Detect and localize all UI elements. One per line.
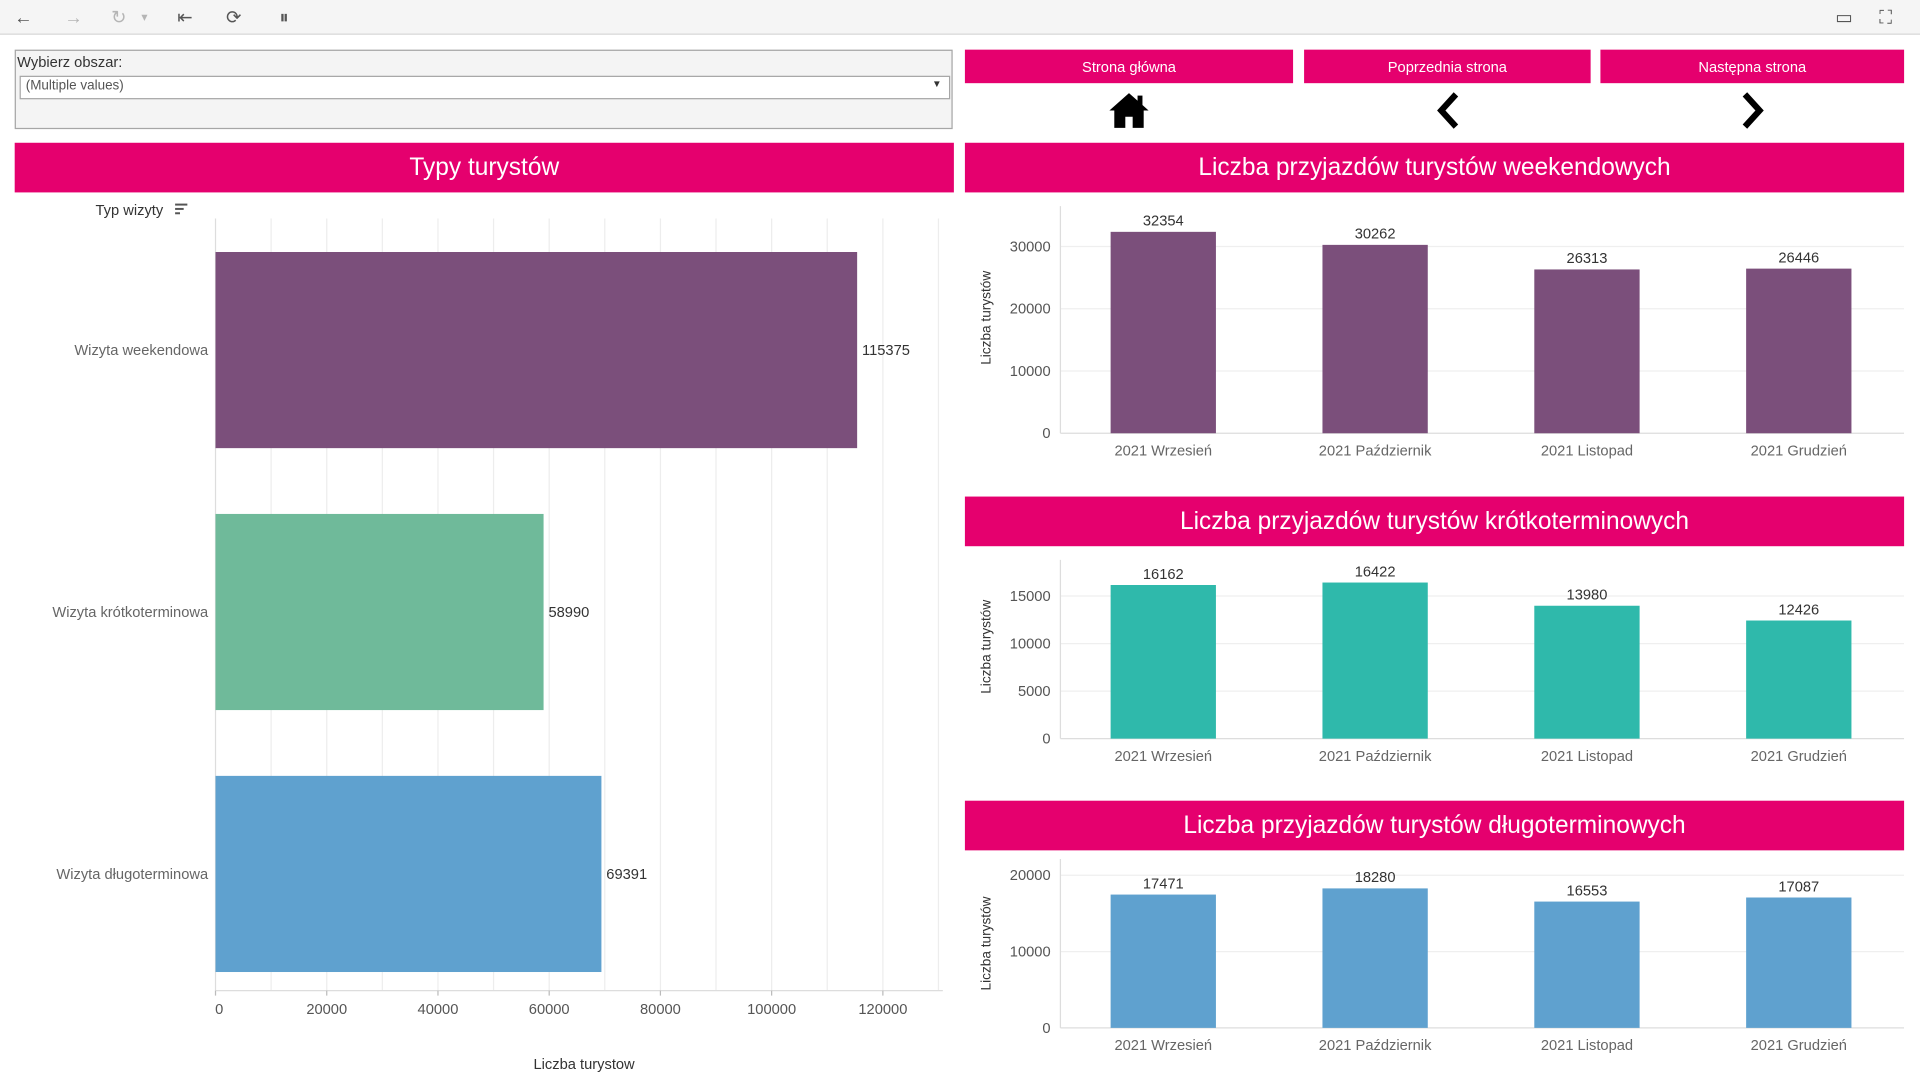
category-label: 2021 Październik	[1319, 749, 1432, 765]
bar-value-label: 17471	[1143, 876, 1184, 892]
redo-icon[interactable]: ↻	[111, 7, 127, 29]
y-tick-label: 0	[1042, 426, 1050, 442]
revert-icon[interactable]: ⇤	[177, 7, 193, 29]
bar[interactable]	[1746, 897, 1852, 1028]
bar-value-label: 16553	[1567, 883, 1608, 899]
bar[interactable]	[1322, 582, 1428, 739]
category-label: 2021 Październik	[1319, 444, 1432, 460]
bar[interactable]	[215, 513, 544, 711]
category-label: 2021 Grudzień	[1751, 1038, 1847, 1054]
bar-value-label: 30262	[1355, 227, 1396, 243]
y-tick-label: 10000	[1010, 636, 1051, 652]
bar[interactable]	[1746, 268, 1852, 434]
x-tick-label: 0	[215, 1002, 223, 1018]
category-label: 2021 Listopad	[1541, 1038, 1633, 1054]
forward-arrow-icon[interactable]: →	[64, 6, 83, 28]
y-tick-label: 0	[1042, 732, 1050, 748]
bar[interactable]	[1110, 585, 1216, 739]
weekend-arrivals-chart: Liczba turystów 0 10000 20000 30000 32354 202…	[979, 206, 1905, 460]
y-tick-label: 20000	[1010, 302, 1051, 318]
sort-icon[interactable]	[175, 203, 188, 215]
toolbar: ← → ↻ ▾ ⇤ ⟳ ⏸ ▭ ⛶	[0, 0, 1920, 35]
area-filter: Wybierz obszar: (Multiple values) ▼	[14, 49, 953, 130]
bar-value-label: 18280	[1355, 870, 1396, 886]
home-button[interactable]: Strona główna	[964, 49, 1294, 84]
category-label: 2021 Listopad	[1541, 444, 1633, 460]
comment-icon[interactable]: ▭	[1835, 7, 1853, 29]
y-tick-label: 15000	[1010, 589, 1051, 605]
bar[interactable]	[215, 252, 858, 449]
bar[interactable]	[1746, 620, 1852, 739]
x-tick-label: 120000	[858, 1002, 907, 1018]
bar[interactable]	[1534, 269, 1640, 434]
bar-value-label: 69391	[606, 867, 647, 883]
category-label: 2021 Wrzesień	[1114, 749, 1212, 765]
bar-value-label: 115375	[862, 343, 910, 359]
bar-value-label: 26446	[1778, 250, 1819, 266]
category-label: Wizyta krótkoterminowa	[52, 605, 209, 621]
home-icon[interactable]	[1107, 89, 1151, 131]
next-page-button[interactable]: Następna strona	[1600, 49, 1905, 84]
y-axis-label: Liczba turystów	[979, 271, 994, 365]
filter-value: (Multiple values)	[25, 78, 124, 94]
back-arrow-icon[interactable]: ←	[14, 6, 33, 28]
y-tick-label: 10000	[1010, 364, 1051, 380]
long-term-arrivals-chart: Liczba turystów 0 10000 20000 17471 2021 Wrz…	[979, 859, 1905, 1054]
refresh-data-icon[interactable]: ⟳	[226, 7, 242, 29]
bar[interactable]	[215, 775, 602, 973]
category-label: 2021 Grudzień	[1751, 749, 1847, 765]
fullscreen-icon[interactable]: ⛶	[1879, 6, 1893, 28]
bar[interactable]	[1534, 901, 1640, 1028]
pause-updates-icon[interactable]: ⏸	[279, 6, 289, 28]
bar-value-label: 58990	[548, 605, 589, 621]
category-label: 2021 Październik	[1319, 1038, 1432, 1054]
weekend-chart-title: Liczba przyjazdów turystów weekendowych	[964, 142, 1905, 193]
bar[interactable]	[1534, 605, 1640, 739]
tourist-types-chart: Typ wizyty Liczba turystow 0 20000 40000 60…	[52, 203, 943, 1073]
category-label: Wizyta długoterminowa	[56, 867, 209, 883]
category-label: 2021 Wrzesień	[1114, 444, 1212, 460]
bar-value-label: 12426	[1778, 602, 1819, 618]
y-axis-label: Liczba turystów	[979, 896, 994, 990]
y-tick-label: 0	[1042, 1021, 1050, 1037]
area-filter-dropdown[interactable]: (Multiple values) ▼	[19, 75, 951, 100]
long-chart-title: Liczba przyjazdów turystów długoterminow…	[964, 800, 1905, 851]
bar[interactable]	[1322, 244, 1428, 434]
chevron-right-icon[interactable]	[1730, 89, 1774, 131]
y-tick-label: 30000	[1010, 239, 1051, 255]
types-chart-title: Typy turystów	[14, 142, 954, 193]
x-tick-label: 60000	[529, 1002, 570, 1018]
dropdown-caret-icon[interactable]: ▾	[141, 10, 148, 25]
bar-value-label: 26313	[1567, 251, 1608, 267]
chevron-left-icon[interactable]	[1427, 89, 1471, 131]
bar-value-label: 32354	[1143, 214, 1184, 230]
bar-value-label: 16162	[1143, 567, 1184, 583]
short-chart-title: Liczba przyjazdów turystów krótkotermino…	[964, 496, 1905, 547]
bar[interactable]	[1110, 894, 1216, 1028]
bar-value-label: 13980	[1567, 587, 1608, 603]
column-header-label: Typ wizyty	[96, 203, 164, 219]
y-tick-label: 5000	[1018, 684, 1051, 700]
category-label: 2021 Grudzień	[1751, 444, 1847, 460]
y-tick-label: 10000	[1010, 944, 1051, 960]
previous-page-button[interactable]: Poprzednia strona	[1304, 49, 1591, 84]
bar[interactable]	[1322, 888, 1428, 1028]
category-label: 2021 Wrzesień	[1114, 1038, 1212, 1054]
x-tick-label: 20000	[306, 1002, 347, 1018]
x-tick-label: 40000	[418, 1002, 459, 1018]
short-term-arrivals-chart: Liczba turystów 0 5000 10000 15000 16162 2021…	[979, 559, 1905, 765]
category-label: Wizyta weekendowa	[74, 343, 209, 359]
bar-value-label: 16422	[1355, 564, 1396, 580]
y-axis-label: Liczba turystów	[979, 600, 994, 694]
x-tick-label: 80000	[640, 1002, 681, 1018]
x-axis-label: Liczba turystow	[533, 1057, 634, 1073]
y-tick-label: 20000	[1010, 868, 1051, 884]
chevron-down-icon: ▼	[931, 78, 942, 90]
bar[interactable]	[1110, 231, 1216, 434]
category-label: 2021 Listopad	[1541, 749, 1633, 765]
filter-label: Wybierz obszar:	[17, 53, 123, 71]
bar-value-label: 17087	[1778, 879, 1819, 895]
x-tick-label: 100000	[747, 1002, 796, 1018]
